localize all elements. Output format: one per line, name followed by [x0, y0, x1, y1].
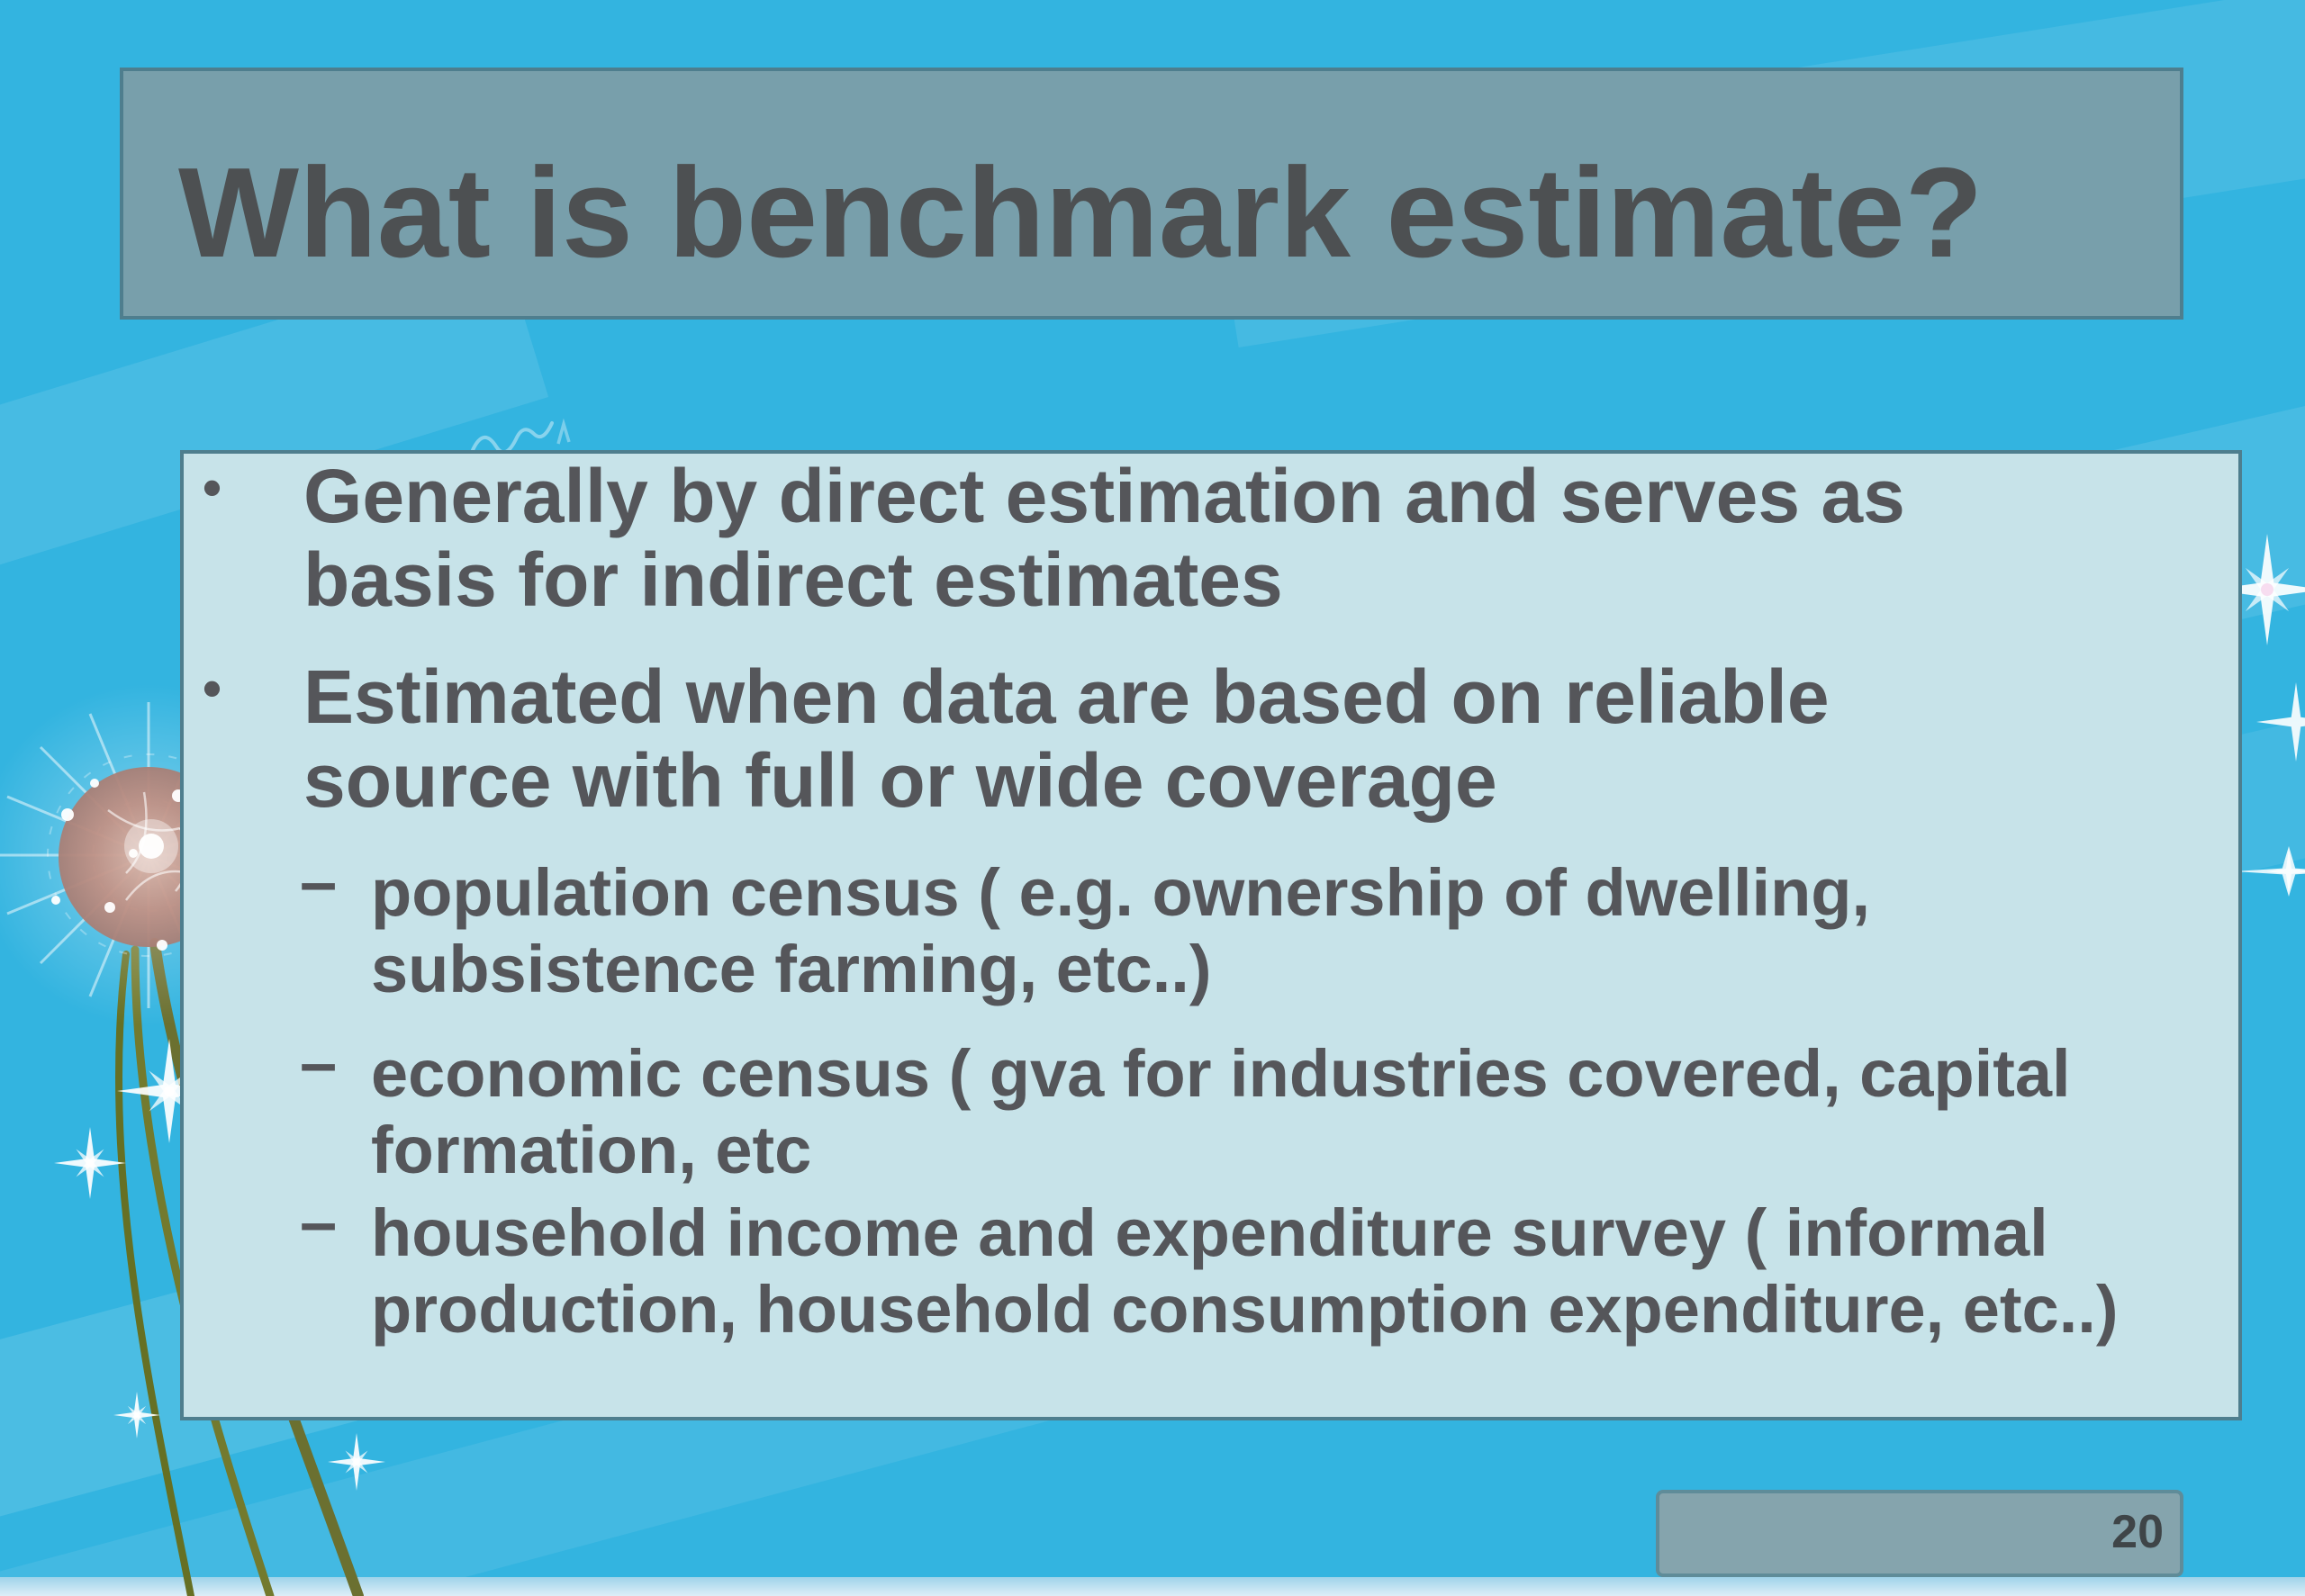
bullet-item: Generally by direct estimation and serve… [303, 454, 1905, 622]
page-number: 20 [2111, 1506, 2164, 1558]
title-box [120, 68, 2183, 320]
bullet-item: Estimated when data are based on reliabl… [303, 654, 1830, 823]
sub-bullet-item: population census ( e.g. ownership of dw… [371, 855, 1871, 1006]
content-box [180, 450, 2242, 1420]
page-title: What is benchmark estimate? [178, 141, 1984, 284]
sparkle-star-icon [2210, 533, 2305, 897]
faint-scribble [471, 418, 571, 455]
dash-marker-icon: – [300, 1185, 338, 1259]
sub-bullet-item: household income and expenditure survey … [371, 1195, 2119, 1347]
dash-marker-icon: – [300, 844, 338, 919]
bullet-marker-icon: • [203, 457, 222, 518]
bottom-strip [0, 1577, 2305, 1596]
bullet-marker-icon: • [203, 658, 222, 718]
sub-bullet-item: economic census ( gva for industries cov… [371, 1036, 2071, 1187]
dash-marker-icon: – [300, 1025, 338, 1100]
page-number-box: 20 [1656, 1490, 2183, 1577]
